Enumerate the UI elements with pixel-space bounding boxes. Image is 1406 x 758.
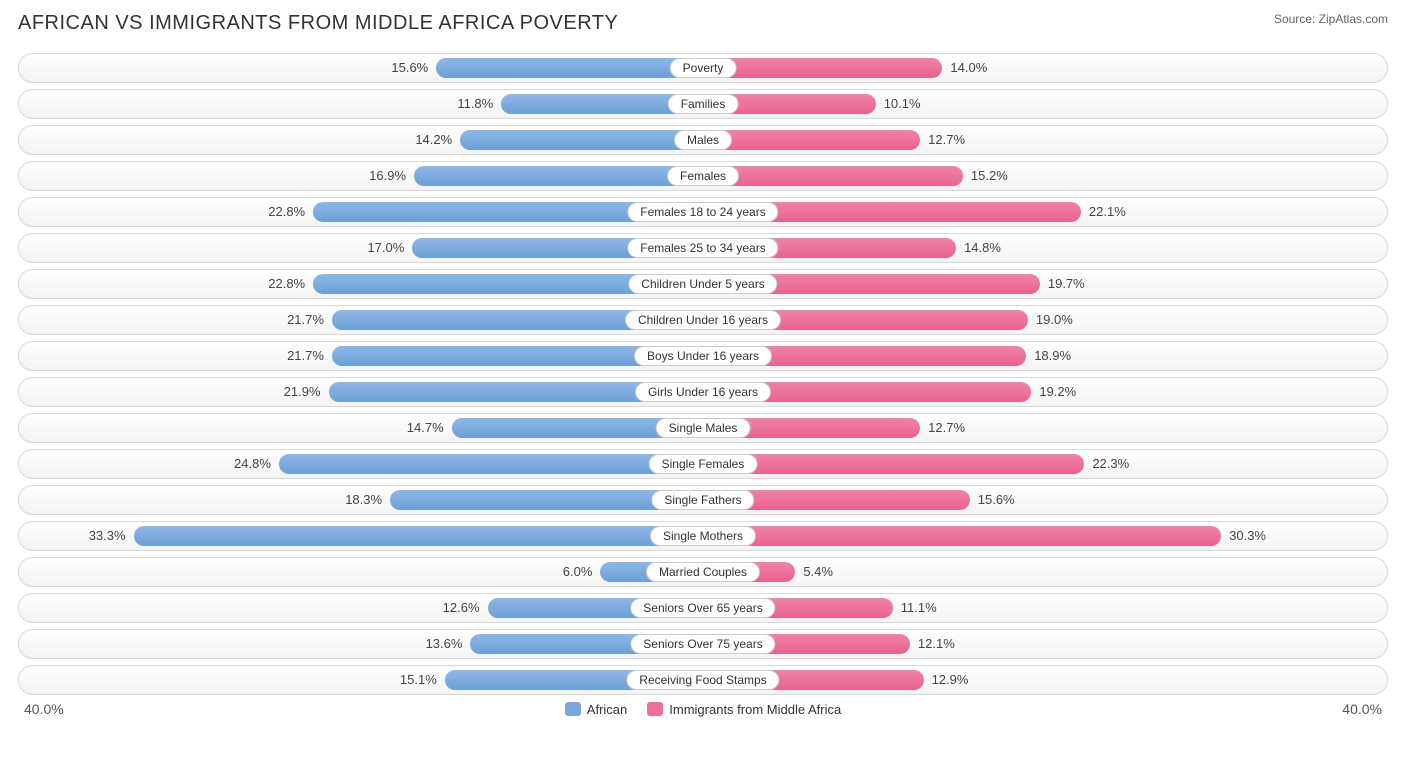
value-right: 18.9% [1034, 348, 1071, 363]
category-label: Poverty [670, 58, 737, 78]
chart-row: 15.6% 14.0% Poverty [18, 53, 1388, 83]
value-right: 12.7% [928, 420, 965, 435]
chart-row: 15.1% 12.9% Receiving Food Stamps [18, 665, 1388, 695]
value-left: 22.8% [268, 276, 305, 291]
chart-row: 13.6% 12.1% Seniors Over 75 years [18, 629, 1388, 659]
value-right: 22.3% [1092, 456, 1129, 471]
chart-row: 6.0% 5.4% Married Couples [18, 557, 1388, 587]
value-left: 12.6% [443, 600, 480, 615]
bar-left [436, 58, 703, 78]
legend-swatch-right [647, 702, 663, 716]
value-left: 15.6% [391, 60, 428, 75]
value-right: 10.1% [884, 96, 921, 111]
value-right: 30.3% [1229, 528, 1266, 543]
bar-right [703, 454, 1084, 474]
axis-max-left: 40.0% [24, 701, 64, 717]
chart-row: 21.7% 18.9% Boys Under 16 years [18, 341, 1388, 371]
value-left: 21.7% [287, 312, 324, 327]
value-left: 21.9% [284, 384, 321, 399]
value-left: 14.2% [415, 132, 452, 147]
legend-swatch-left [565, 702, 581, 716]
category-label: Boys Under 16 years [634, 346, 772, 366]
category-label: Males [674, 130, 732, 150]
chart-row: 21.7% 19.0% Children Under 16 years [18, 305, 1388, 335]
bar-right [703, 526, 1221, 546]
legend: African Immigrants from Middle Africa [565, 702, 841, 717]
value-right: 15.6% [978, 492, 1015, 507]
legend-item-right: Immigrants from Middle Africa [647, 702, 841, 717]
chart-row: 16.9% 15.2% Females [18, 161, 1388, 191]
bar-right [703, 130, 920, 150]
value-left: 21.7% [287, 348, 324, 363]
value-right: 12.1% [918, 636, 955, 651]
value-right: 11.1% [901, 600, 937, 615]
value-left: 16.9% [369, 168, 406, 183]
bar-left [134, 526, 703, 546]
category-label: Single Males [656, 418, 751, 438]
value-right: 14.8% [964, 240, 1001, 255]
value-left: 6.0% [563, 564, 593, 579]
category-label: Single Females [649, 454, 758, 474]
chart-area: 15.6% 14.0% Poverty 11.8% 10.1% Families 14.2%… [18, 53, 1388, 695]
bar-left [279, 454, 703, 474]
axis-max-right: 40.0% [1342, 701, 1382, 717]
legend-item-left: African [565, 702, 627, 717]
chart-row: 33.3% 30.3% Single Mothers [18, 521, 1388, 551]
bar-right [703, 58, 942, 78]
value-left: 18.3% [345, 492, 382, 507]
bar-left [414, 166, 703, 186]
value-right: 14.0% [950, 60, 987, 75]
value-left: 15.1% [400, 672, 437, 687]
chart-row: 11.8% 10.1% Families [18, 89, 1388, 119]
value-left: 17.0% [367, 240, 404, 255]
value-left: 11.8% [457, 96, 493, 111]
value-left: 13.6% [426, 636, 463, 651]
value-left: 24.8% [234, 456, 271, 471]
chart-row: 22.8% 19.7% Children Under 5 years [18, 269, 1388, 299]
value-right: 19.2% [1039, 384, 1076, 399]
source-attribution: Source: ZipAtlas.com [1274, 12, 1388, 26]
bar-left [460, 130, 703, 150]
legend-label-left: African [587, 702, 627, 717]
category-label: Seniors Over 65 years [630, 598, 775, 618]
value-left: 14.7% [407, 420, 444, 435]
chart-title: AFRICAN VS IMMIGRANTS FROM MIDDLE AFRICA… [18, 12, 618, 35]
category-label: Children Under 5 years [628, 274, 777, 294]
legend-label-right: Immigrants from Middle Africa [669, 702, 841, 717]
chart-row: 14.7% 12.7% Single Males [18, 413, 1388, 443]
chart-row: 12.6% 11.1% Seniors Over 65 years [18, 593, 1388, 623]
value-right: 5.4% [803, 564, 833, 579]
value-right: 19.0% [1036, 312, 1073, 327]
chart-row: 18.3% 15.6% Single Fathers [18, 485, 1388, 515]
category-label: Seniors Over 75 years [630, 634, 775, 654]
chart-header: AFRICAN VS IMMIGRANTS FROM MIDDLE AFRICA… [18, 12, 1388, 35]
category-label: Single Fathers [651, 490, 754, 510]
value-left: 33.3% [89, 528, 126, 543]
chart-row: 17.0% 14.8% Females 25 to 34 years [18, 233, 1388, 263]
value-right: 22.1% [1089, 204, 1126, 219]
category-label: Females 18 to 24 years [627, 202, 778, 222]
category-label: Females [667, 166, 739, 186]
value-right: 19.7% [1048, 276, 1085, 291]
value-right: 12.9% [932, 672, 969, 687]
chart-row: 24.8% 22.3% Single Females [18, 449, 1388, 479]
value-right: 15.2% [971, 168, 1008, 183]
category-label: Females 25 to 34 years [627, 238, 778, 258]
category-label: Families [668, 94, 739, 114]
category-label: Married Couples [646, 562, 760, 582]
chart-row: 21.9% 19.2% Girls Under 16 years [18, 377, 1388, 407]
category-label: Single Mothers [650, 526, 756, 546]
value-left: 22.8% [268, 204, 305, 219]
chart-row: 22.8% 22.1% Females 18 to 24 years [18, 197, 1388, 227]
category-label: Girls Under 16 years [635, 382, 771, 402]
value-right: 12.7% [928, 132, 965, 147]
category-label: Receiving Food Stamps [626, 670, 779, 690]
bar-right [703, 166, 963, 186]
chart-row: 14.2% 12.7% Males [18, 125, 1388, 155]
category-label: Children Under 16 years [625, 310, 781, 330]
chart-footer: 40.0% African Immigrants from Middle Afr… [18, 701, 1388, 717]
